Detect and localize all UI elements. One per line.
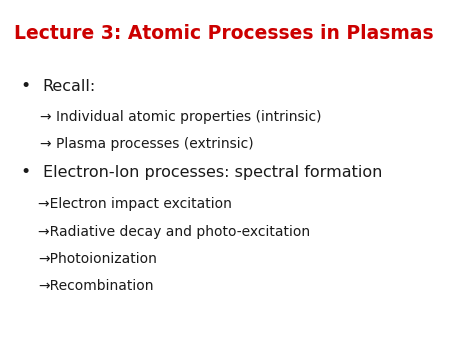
Text: Recall:: Recall: xyxy=(43,79,96,94)
Text: → Individual atomic properties (intrinsic): → Individual atomic properties (intrinsi… xyxy=(40,110,322,124)
Text: Lecture 3: Atomic Processes in Plasmas: Lecture 3: Atomic Processes in Plasmas xyxy=(14,24,433,43)
Text: Electron-Ion processes: spectral formation: Electron-Ion processes: spectral formati… xyxy=(43,165,382,180)
Text: →Recombination: →Recombination xyxy=(38,279,154,293)
Text: →Photoionization: →Photoionization xyxy=(38,251,157,266)
Text: →Electron impact excitation: →Electron impact excitation xyxy=(38,197,232,212)
Text: •: • xyxy=(20,77,31,95)
Text: •: • xyxy=(20,163,31,182)
Text: →Radiative decay and photo-excitation: →Radiative decay and photo-excitation xyxy=(38,224,310,239)
Text: → Plasma processes (extrinsic): → Plasma processes (extrinsic) xyxy=(40,137,254,151)
